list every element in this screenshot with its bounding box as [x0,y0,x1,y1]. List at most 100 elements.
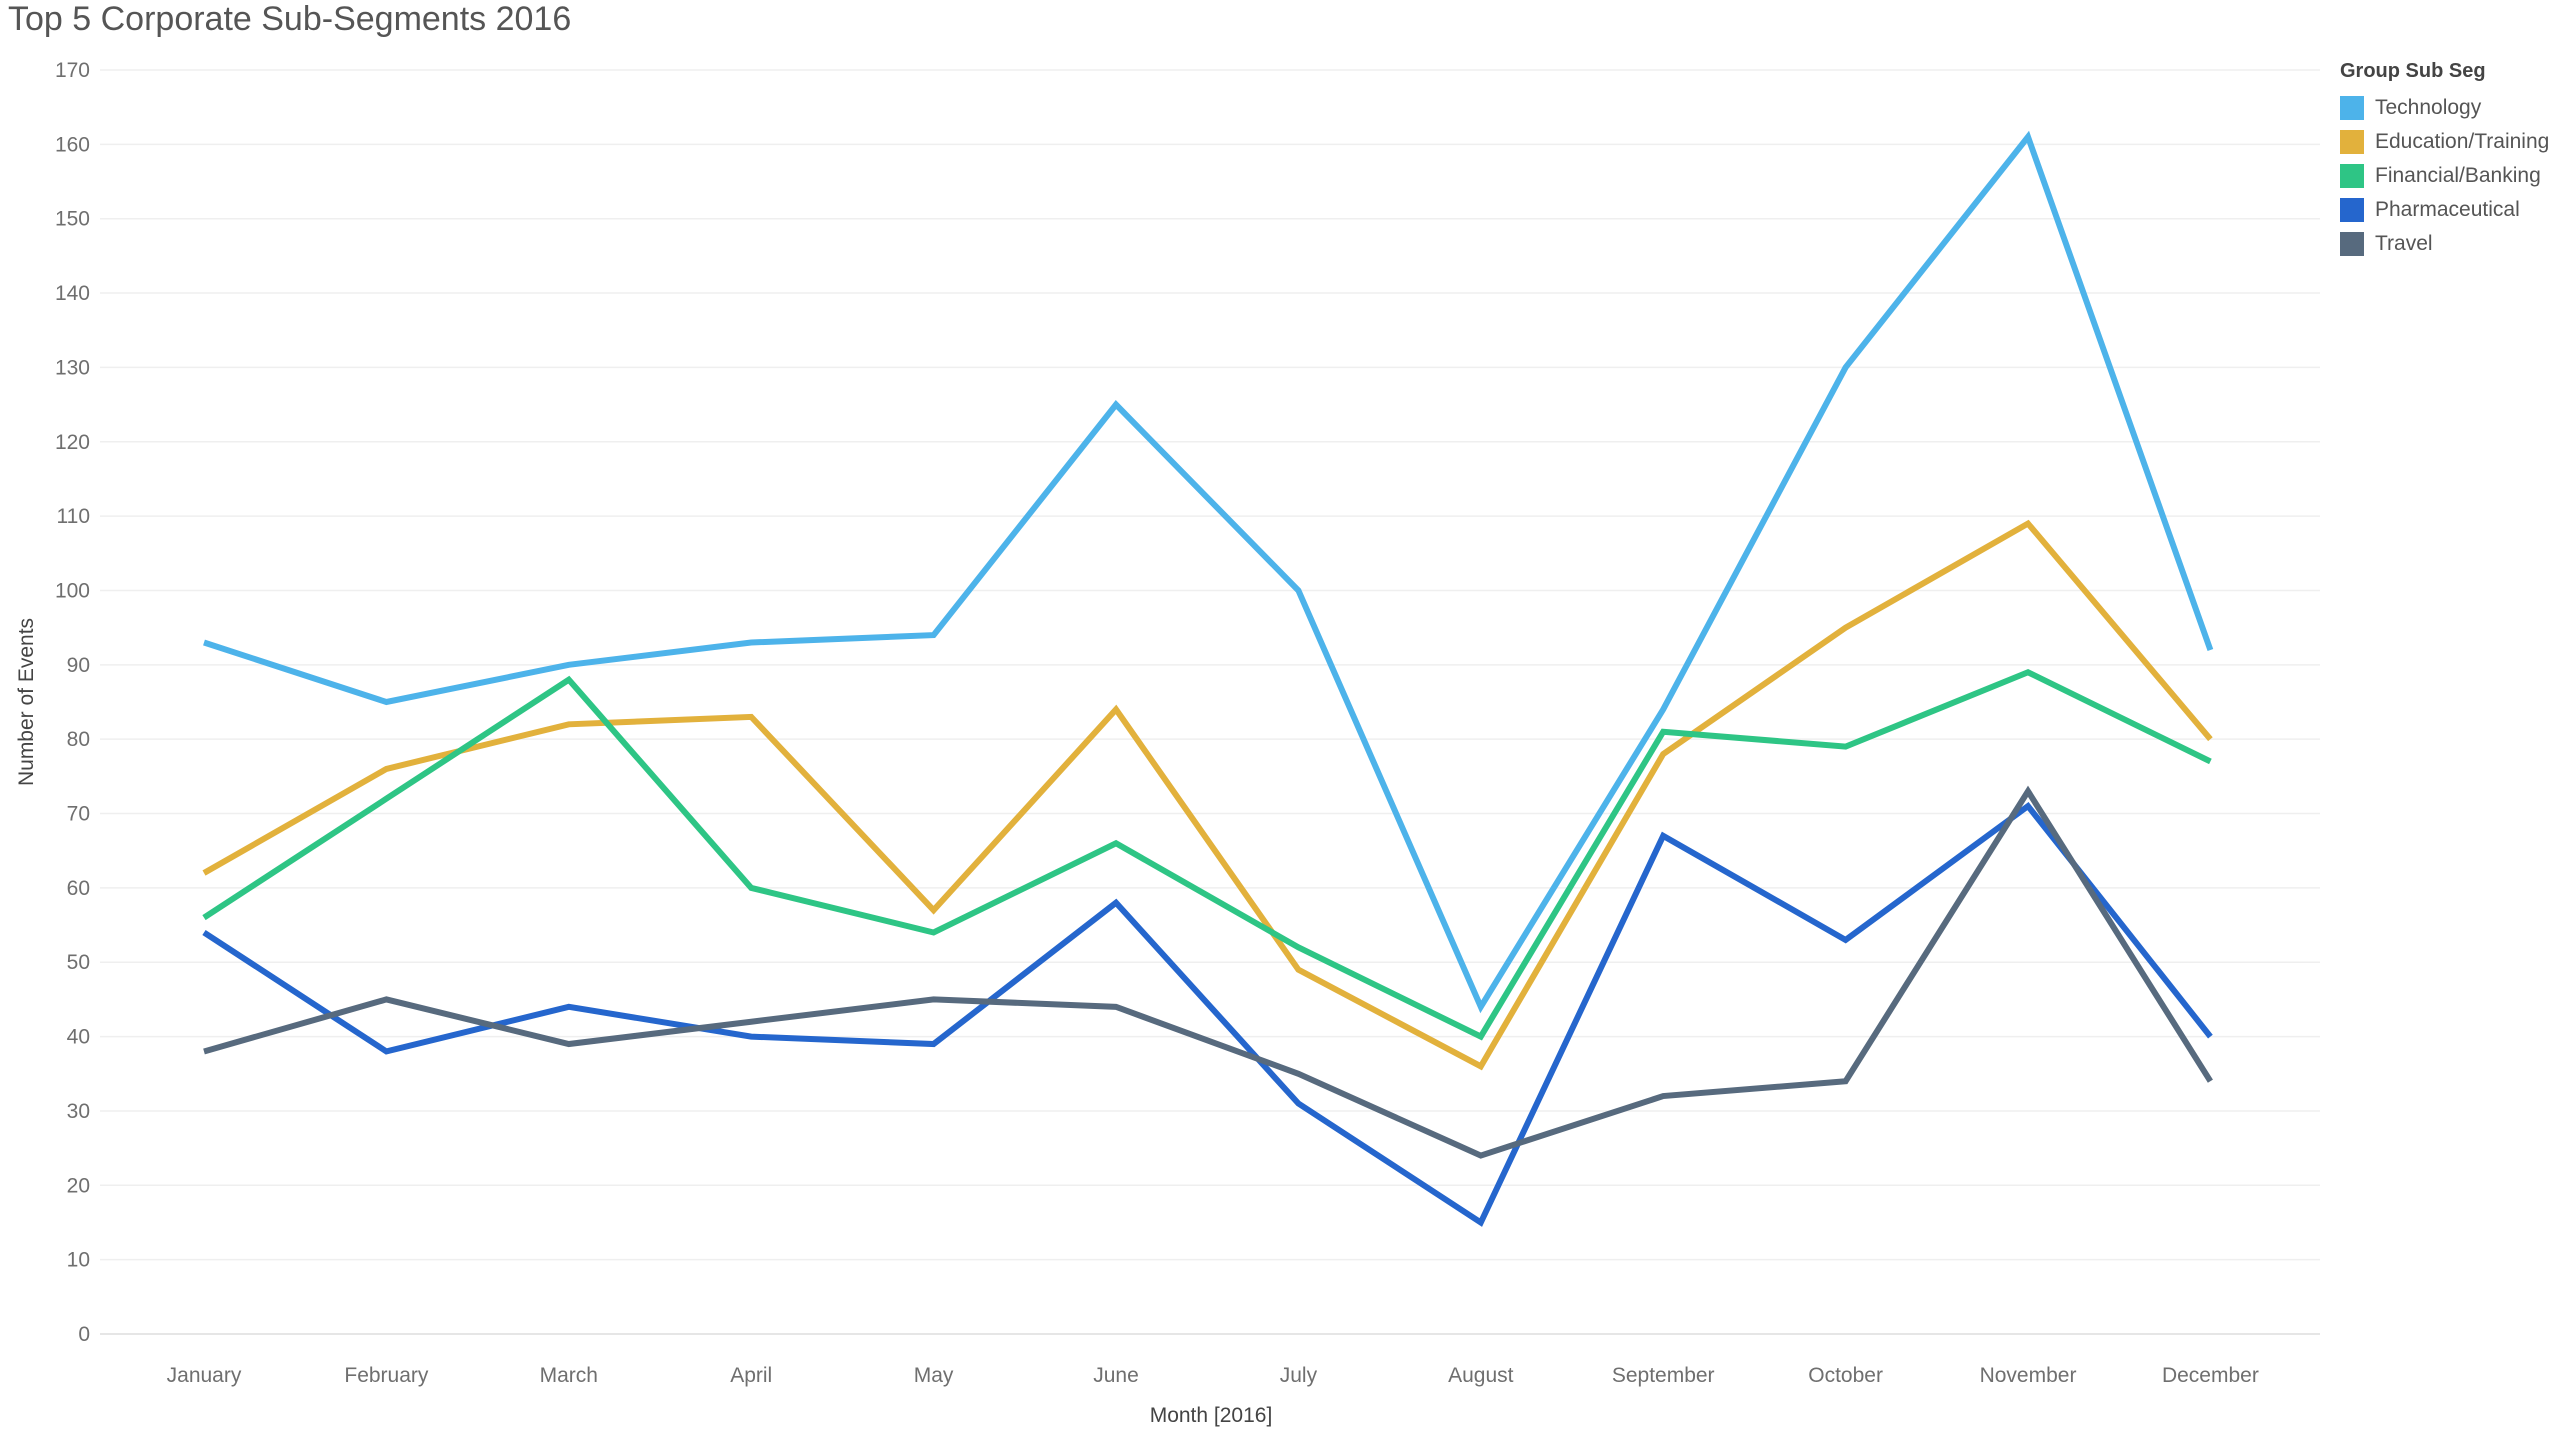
gridlines [100,69,2320,1335]
legend-label: Education/Training [2375,130,2550,153]
legend-swatch [2340,96,2364,120]
data-point[interactable] [563,674,575,686]
data-point[interactable] [1292,941,1304,953]
data-point[interactable] [2204,755,2216,767]
data-point[interactable] [1475,1216,1487,1228]
y-tick-label: 130 [55,356,90,379]
data-point[interactable] [745,637,757,649]
y-tick-label: 40 [67,1026,90,1049]
legend-item[interactable]: Technology [2340,91,2549,125]
series-line-technology[interactable] [203,130,2214,1014]
data-point[interactable] [1475,1031,1487,1043]
y-tick-label: 70 [67,803,90,826]
x-tick-label: February [344,1364,429,1387]
data-point[interactable] [563,659,575,671]
data-point[interactable] [2022,518,2034,530]
legend-item[interactable]: Travel [2340,227,2549,261]
data-point[interactable] [928,1038,940,1050]
data-point[interactable] [1292,964,1304,976]
data-point[interactable] [1840,741,1852,753]
data-point[interactable] [198,912,210,924]
data-point[interactable] [1657,726,1669,738]
data-point[interactable] [1110,1001,1122,1013]
data-point[interactable] [2204,644,2216,656]
data-point[interactable] [745,711,757,723]
y-tick-label: 90 [67,654,90,677]
legend-item[interactable]: Education/Training [2340,125,2549,159]
data-point[interactable] [745,1016,757,1028]
data-point[interactable] [1110,897,1122,909]
data-point[interactable] [1840,361,1852,373]
data-point[interactable] [2022,785,2034,797]
y-tick-label: 20 [67,1174,90,1197]
data-point[interactable] [1475,1060,1487,1072]
y-tick-label: 30 [67,1100,90,1123]
data-point[interactable] [198,637,210,649]
data-point[interactable] [1292,1098,1304,1110]
series-line-financial-banking[interactable] [202,668,2212,1041]
data-point[interactable] [1657,748,1669,760]
data-point[interactable] [1110,703,1122,715]
legend-item[interactable]: Financial/Banking [2340,159,2549,193]
legend-label: Travel [2375,232,2433,255]
data-point[interactable] [1840,622,1852,634]
x-tick-label: December [2162,1364,2259,1387]
data-point[interactable] [1840,934,1852,946]
legend-label: Pharmaceutical [2375,198,2520,221]
data-point[interactable] [1475,1150,1487,1162]
series-line-travel[interactable] [203,785,2213,1159]
data-point[interactable] [2204,733,2216,745]
data-point[interactable] [198,926,210,938]
legend-label: Financial/Banking [2375,164,2541,187]
data-point[interactable] [563,718,575,730]
y-tick-label: 170 [55,59,90,82]
data-point[interactable] [1657,830,1669,842]
data-point[interactable] [928,904,940,916]
legend-swatch [2340,164,2364,188]
data-point[interactable] [563,1001,575,1013]
data-point[interactable] [380,993,392,1005]
data-point[interactable] [928,926,940,938]
chart-title: Top 5 Corporate Sub-Segments 2016 [8,0,572,38]
data-point[interactable] [1292,584,1304,596]
data-point[interactable] [380,1045,392,1057]
data-point[interactable] [2204,1075,2216,1087]
data-point[interactable] [380,793,392,805]
y-axis-title: Number of Events [15,618,38,786]
data-point[interactable] [1475,1001,1487,1013]
legend-title: Group Sub Seg [2340,60,2486,82]
x-tick-label: September [1612,1364,1715,1387]
data-point[interactable] [1292,1068,1304,1080]
series-line-education-training[interactable] [202,519,2213,1071]
y-tick-label: 120 [55,431,90,454]
y-tick-label: 160 [55,133,90,156]
x-tick-label: May [914,1364,954,1387]
data-point[interactable] [2204,1031,2216,1043]
y-tick-label: 10 [67,1249,90,1272]
data-point[interactable] [1110,837,1122,849]
y-tick-label: 150 [55,208,90,231]
legend-item[interactable]: Pharmaceutical [2340,193,2549,227]
x-tick-label: August [1448,1364,1514,1387]
data-point[interactable] [1657,703,1669,715]
x-tick-label: November [1980,1364,2077,1387]
data-point[interactable] [563,1038,575,1050]
x-tick-label: March [540,1364,598,1387]
data-point[interactable] [745,882,757,894]
series-line-pharmaceutical[interactable] [202,801,2213,1227]
data-point[interactable] [198,1045,210,1057]
y-tick-label: 140 [55,282,90,305]
data-point[interactable] [1840,1075,1852,1087]
data-point[interactable] [380,696,392,708]
data-point[interactable] [2022,131,2034,143]
legend-swatch [2340,130,2364,154]
data-point[interactable] [745,1031,757,1043]
y-axis-ticks: 0 10 20 30 40 50 60 70 80 90 100 110 120 130 140 150 160… [55,59,90,1346]
data-point[interactable] [928,993,940,1005]
data-point[interactable] [1110,399,1122,411]
data-point[interactable] [2022,666,2034,678]
data-point[interactable] [1657,1090,1669,1102]
data-point[interactable] [198,867,210,879]
data-point[interactable] [380,763,392,775]
data-point[interactable] [928,629,940,641]
